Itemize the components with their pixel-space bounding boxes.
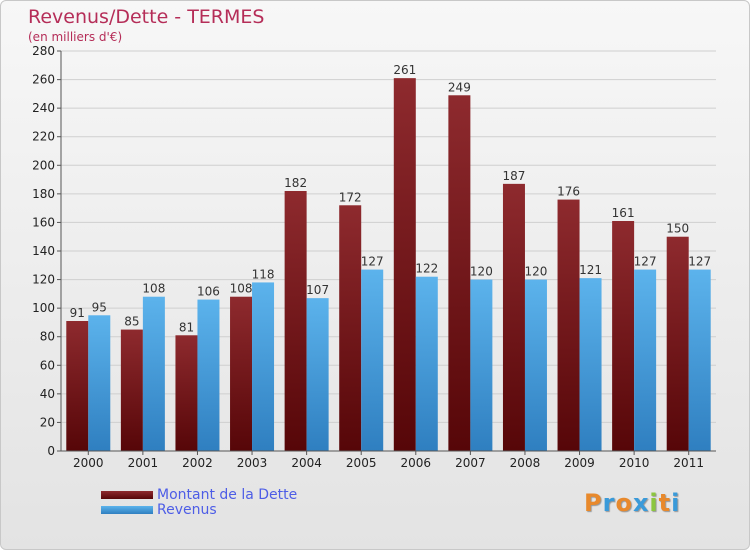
legend-item-revenue: Revenus bbox=[101, 501, 297, 518]
y-tick-label: 20 bbox=[40, 415, 55, 429]
bar-debt bbox=[120, 329, 143, 451]
data-label-debt: 91 bbox=[70, 306, 85, 320]
bar-revenue bbox=[361, 269, 384, 451]
proxiti-logo: Proxiti bbox=[584, 489, 680, 517]
legend-label-revenue: Revenus bbox=[157, 501, 217, 518]
chart-subtitle: (en milliers d'€) bbox=[28, 30, 123, 44]
logo-letter: r bbox=[602, 489, 616, 517]
x-tick-label: 2003 bbox=[237, 456, 268, 470]
bar-debt bbox=[666, 236, 689, 451]
axes: 0 20 40 60 80 100 120 140 160 180 200 220 240 260 280 2… bbox=[32, 44, 716, 470]
bar-revenue bbox=[142, 296, 165, 451]
y-tick-label: 200 bbox=[32, 158, 55, 172]
legend-swatch-debt bbox=[101, 490, 153, 499]
bar-debt bbox=[393, 78, 416, 452]
data-label-revenue: 127 bbox=[634, 255, 657, 269]
bar-debt bbox=[339, 205, 362, 451]
y-tick-label: 120 bbox=[32, 273, 55, 287]
data-label-revenue: 127 bbox=[361, 255, 384, 269]
bar-debt bbox=[175, 335, 198, 451]
data-label-debt: 261 bbox=[393, 63, 416, 77]
logo-letter: x bbox=[632, 489, 650, 517]
legend-label-debt: Montant de la Dette bbox=[157, 486, 298, 503]
y-tick-label: 280 bbox=[32, 44, 55, 58]
x-tick-label: 2010 bbox=[619, 456, 650, 470]
bar-debt bbox=[612, 221, 635, 451]
x-tick-label: 2002 bbox=[182, 456, 213, 470]
x-tick-label: 2009 bbox=[564, 456, 595, 470]
bar-revenue bbox=[470, 279, 493, 451]
logo-letter: t bbox=[658, 489, 672, 517]
data-label-debt: 176 bbox=[557, 185, 580, 199]
x-tick-label: 2001 bbox=[128, 456, 159, 470]
data-label-revenue: 121 bbox=[579, 263, 602, 277]
bar-revenue bbox=[634, 269, 657, 451]
y-tick-label: 60 bbox=[40, 358, 55, 372]
bar-debt bbox=[66, 321, 89, 451]
x-tick-label: 2011 bbox=[673, 456, 704, 470]
x-tick-label: 2006 bbox=[401, 456, 432, 470]
legend: Montant de la Dette Revenus bbox=[101, 486, 298, 518]
legend-item-debt: Montant de la Dette bbox=[101, 486, 298, 503]
y-tick-label: 160 bbox=[32, 215, 55, 229]
x-tick-label: 2000 bbox=[73, 456, 104, 470]
y-tick-label: 80 bbox=[40, 330, 55, 344]
y-tick-label: 260 bbox=[32, 73, 55, 87]
data-label-revenue: 122 bbox=[415, 262, 438, 276]
y-tick-label: 40 bbox=[40, 387, 55, 401]
logo-letter: o bbox=[615, 489, 633, 517]
data-label-debt: 161 bbox=[612, 206, 635, 220]
data-label-revenue: 118 bbox=[252, 267, 275, 281]
y-tick-label: 100 bbox=[32, 301, 55, 315]
logo-letter: i bbox=[671, 489, 681, 517]
data-label-debt: 150 bbox=[666, 222, 689, 236]
bar-revenue bbox=[579, 278, 602, 451]
data-label-debt: 85 bbox=[124, 315, 139, 329]
chart-title: Revenus/Dette - TERMES bbox=[28, 6, 265, 28]
data-label-revenue: 120 bbox=[525, 265, 548, 279]
bar-debt bbox=[502, 183, 525, 451]
data-label-revenue: 107 bbox=[306, 283, 329, 297]
data-label-debt: 172 bbox=[339, 190, 362, 204]
data-label-revenue: 127 bbox=[688, 255, 711, 269]
x-tick-label: 2005 bbox=[346, 456, 377, 470]
x-tick-label: 2007 bbox=[455, 456, 486, 470]
x-tick-label: 2008 bbox=[510, 456, 541, 470]
y-tick-label: 0 bbox=[47, 444, 55, 458]
bar-revenue bbox=[524, 279, 547, 451]
y-tick-label: 220 bbox=[32, 130, 55, 144]
bar-revenue bbox=[88, 315, 111, 451]
data-label-debt: 187 bbox=[503, 169, 526, 183]
bar-revenue bbox=[252, 282, 275, 451]
bar-revenue bbox=[688, 269, 711, 451]
bar-debt bbox=[557, 199, 580, 451]
x-tick-label: 2004 bbox=[291, 456, 322, 470]
y-tick-label: 240 bbox=[32, 101, 55, 115]
bar-debt bbox=[230, 296, 253, 451]
y-tick-label: 180 bbox=[32, 187, 55, 201]
y-tick-label: 140 bbox=[32, 244, 55, 258]
data-label-revenue: 95 bbox=[92, 300, 107, 314]
data-label-debt: 182 bbox=[284, 176, 307, 190]
data-label-revenue: 108 bbox=[142, 282, 165, 296]
bar-revenue bbox=[197, 299, 220, 451]
data-label-revenue: 106 bbox=[197, 285, 220, 299]
bar-debt bbox=[284, 191, 307, 451]
data-label-revenue: 120 bbox=[470, 265, 493, 279]
logo-letter: i bbox=[649, 489, 659, 517]
bar-revenue bbox=[415, 276, 438, 451]
logo-letter: P bbox=[584, 489, 603, 517]
data-label-debt: 249 bbox=[448, 80, 471, 94]
bar-debt bbox=[448, 95, 471, 452]
data-label-debt: 81 bbox=[179, 320, 194, 334]
bar-revenue bbox=[306, 298, 329, 451]
grid-lines bbox=[61, 50, 716, 423]
legend-swatch-revenue bbox=[101, 505, 153, 514]
data-label-debt: 108 bbox=[230, 282, 253, 296]
